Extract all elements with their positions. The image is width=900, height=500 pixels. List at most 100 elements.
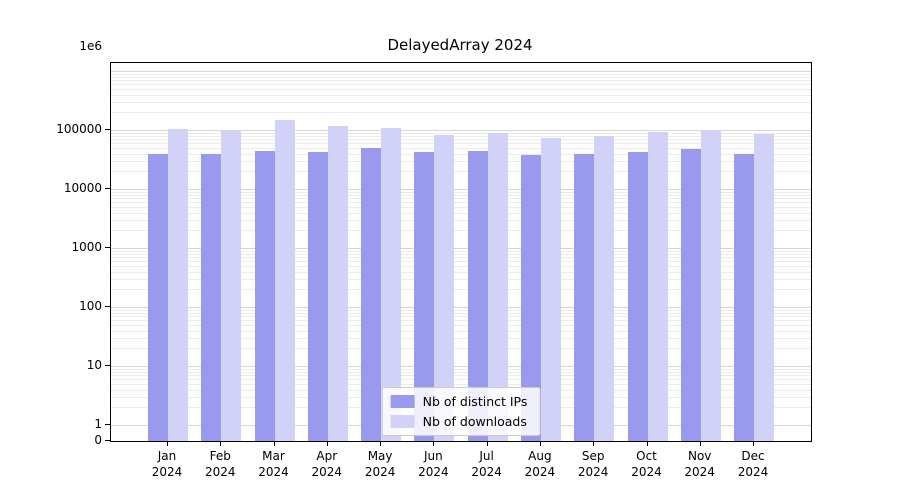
bar-distinct-ips-apr xyxy=(307,152,328,441)
gridline xyxy=(111,76,811,78)
x-tick-label: Jun 2024 xyxy=(418,449,449,479)
gridline xyxy=(111,309,811,311)
bar-downloads-aug xyxy=(540,137,561,441)
y-tick-label: 100000 xyxy=(56,121,102,136)
y-tick-label: 100 xyxy=(79,298,102,313)
gridline xyxy=(111,261,811,263)
gridline xyxy=(111,368,811,370)
gridline xyxy=(111,320,811,322)
x-tick-mark xyxy=(167,441,168,446)
gridline xyxy=(111,191,811,193)
gridline xyxy=(111,88,811,90)
y-tick-label: 10 xyxy=(86,357,102,372)
gridline xyxy=(111,80,811,82)
bar-distinct-ips-jun xyxy=(414,152,435,441)
gridline xyxy=(111,94,811,96)
x-tick-label: Aug 2024 xyxy=(524,449,556,479)
x-tick-mark xyxy=(593,441,595,446)
gridline xyxy=(111,160,811,162)
bar-distinct-ips-mar xyxy=(254,150,275,441)
legend-label: Nb of distinct IPs xyxy=(422,394,528,409)
bar-downloads-jan xyxy=(168,128,188,441)
gridline xyxy=(111,147,811,149)
downloads-legend-swatch xyxy=(390,415,415,428)
gridline xyxy=(111,230,811,232)
x-tick-mark xyxy=(646,441,648,446)
gridline xyxy=(111,206,811,208)
legend-label: Nb of downloads xyxy=(422,414,527,429)
y-tick-mark xyxy=(105,424,110,425)
bar-downloads-apr xyxy=(327,126,348,441)
y-tick-label: 0 xyxy=(94,432,102,447)
gridline xyxy=(111,194,811,196)
bar-downloads-jul xyxy=(487,133,508,441)
x-tick-label: Sep 2024 xyxy=(577,449,609,479)
x-tick-label: Mar 2024 xyxy=(258,449,289,479)
gridline xyxy=(111,143,811,145)
gridline xyxy=(111,132,811,134)
gridline xyxy=(111,278,811,280)
gridline xyxy=(111,153,811,155)
x-tick-mark xyxy=(433,441,435,446)
gridline xyxy=(111,71,811,72)
y-tick-label: 1000 xyxy=(71,239,102,254)
gridline xyxy=(111,135,811,137)
gridline xyxy=(111,330,811,332)
y-tick-label: 10000 xyxy=(63,180,102,195)
bar-downloads-nov xyxy=(700,130,721,441)
gridline xyxy=(111,130,811,131)
legend-entry: Nb of distinct IPs xyxy=(390,394,528,409)
gridline xyxy=(111,198,811,200)
gridline xyxy=(111,316,811,318)
x-tick-mark xyxy=(273,441,275,446)
y-tick-mark xyxy=(105,365,110,366)
y-tick-mark xyxy=(105,188,110,189)
gridline xyxy=(111,84,811,86)
bar-downloads-dec xyxy=(754,134,774,441)
x-tick-mark xyxy=(486,441,488,446)
bar-distinct-ips-jul xyxy=(467,150,488,441)
x-tick-mark xyxy=(699,441,701,446)
bar-distinct-ips-dec xyxy=(734,153,754,441)
x-tick-mark xyxy=(380,441,382,446)
y-tick-mark xyxy=(105,129,110,130)
gridline xyxy=(111,212,811,214)
gridline xyxy=(111,324,811,326)
gridline xyxy=(111,101,811,103)
bar-downloads-oct xyxy=(647,132,668,441)
x-tick-label: Nov 2024 xyxy=(684,449,715,479)
x-tick-mark xyxy=(753,441,754,446)
gridline xyxy=(111,73,811,75)
x-tick-mark xyxy=(220,441,222,446)
bar-downloads-jun xyxy=(434,134,455,441)
y-tick-label: 1 xyxy=(94,416,102,431)
bar-distinct-ips-sep xyxy=(574,153,595,441)
x-tick-mark xyxy=(326,441,328,446)
y-tick-mark xyxy=(105,440,110,441)
gridline xyxy=(111,289,811,291)
gridline xyxy=(111,171,811,173)
gridline xyxy=(111,371,811,373)
x-tick-label: Apr 2024 xyxy=(311,449,343,479)
gridline xyxy=(111,139,811,141)
x-tick-label: Jan 2024 xyxy=(151,449,183,479)
bar-distinct-ips-may xyxy=(361,147,382,441)
gridline xyxy=(111,366,811,367)
gridline xyxy=(111,219,811,221)
gridline xyxy=(111,379,811,381)
gridline xyxy=(111,265,811,267)
legend: Nb of distinct IPs Nb of downloads xyxy=(381,387,541,436)
legend-entry: Nb of downloads xyxy=(390,414,528,429)
gridline xyxy=(111,250,811,252)
bar-distinct-ips-aug xyxy=(520,154,541,441)
gridline xyxy=(111,248,811,249)
x-tick-label: Feb 2024 xyxy=(205,449,236,479)
bar-distinct-ips-nov xyxy=(680,149,701,441)
gridline xyxy=(111,112,811,114)
gridline xyxy=(111,383,811,385)
gridline xyxy=(111,348,811,350)
gridline xyxy=(111,257,811,259)
x-tick-label: Oct 2024 xyxy=(631,449,662,479)
x-tick-label: Jul 2024 xyxy=(471,449,502,479)
